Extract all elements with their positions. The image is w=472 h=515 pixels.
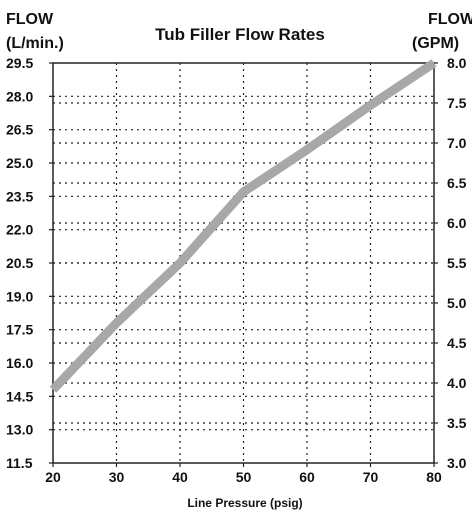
left-tick-label: 26.5 <box>6 122 33 138</box>
grid-layer <box>53 63 434 463</box>
right-tick-label: 4.5 <box>447 335 467 351</box>
right-axis-title-line2: (GPM) <box>412 35 459 52</box>
left-tick-label: 23.5 <box>6 188 33 204</box>
left-tick-label: 19.0 <box>6 288 33 304</box>
chart-title: Tub Filler Flow Rates <box>155 25 325 44</box>
left-tick-label: 14.5 <box>6 388 33 404</box>
left-tick-label: 29.5 <box>6 55 33 71</box>
x-tick-label: 50 <box>236 469 252 485</box>
left-tick-label: 20.5 <box>6 255 33 271</box>
x-tick-label: 60 <box>299 469 315 485</box>
right-tick-label: 3.5 <box>447 415 467 431</box>
x-tick-label: 40 <box>172 469 188 485</box>
right-tick-label: 7.0 <box>447 135 467 151</box>
flow-rate-series-line <box>49 59 437 393</box>
right-axis-title-line1: FLOW <box>428 11 472 28</box>
right-tick-label: 7.5 <box>447 95 467 111</box>
left-tick-label: 11.5 <box>6 455 33 471</box>
right-tick-label: 3.0 <box>447 455 467 471</box>
right-tick-label: 8.0 <box>447 55 467 71</box>
right-tick-label: 5.5 <box>447 255 467 271</box>
right-tick-label: 5.0 <box>447 295 467 311</box>
x-tick-label: 30 <box>109 469 125 485</box>
x-axis-title: Line Pressure (psig) <box>187 496 302 510</box>
right-tick-label: 6.0 <box>447 215 467 231</box>
left-tick-label: 25.0 <box>6 155 33 171</box>
tick-label-layer: 20 30 40 50 60 70 80 29.5 28.0 26.5 25.0 23.5 22.0 20… <box>6 55 467 485</box>
left-tick-label: 13.0 <box>6 422 33 438</box>
plot-frame <box>52 62 435 464</box>
axis-frame <box>49 62 438 467</box>
left-axis-title-line2: (L/min.) <box>6 35 64 52</box>
x-tick-label: 80 <box>426 469 442 485</box>
left-tick-label: 22.0 <box>6 222 33 238</box>
left-axis-title-line1: FLOW <box>6 11 54 28</box>
x-tick-label: 20 <box>45 469 61 485</box>
x-tick-label: 70 <box>363 469 379 485</box>
right-tick-label: 6.5 <box>447 175 467 191</box>
series-layer <box>49 59 437 393</box>
left-tick-label: 28.0 <box>6 88 33 104</box>
left-tick-label: 17.5 <box>6 322 33 338</box>
left-tick-label: 16.0 <box>6 355 33 371</box>
right-tick-label: 4.0 <box>447 375 467 391</box>
